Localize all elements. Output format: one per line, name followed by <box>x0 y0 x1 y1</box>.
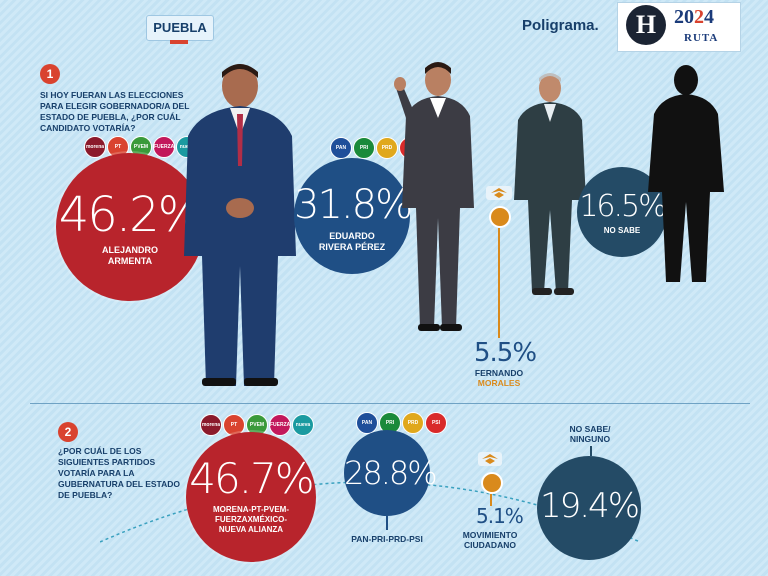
armenta-name-line-2: ARMENTA <box>107 256 153 266</box>
no-sabe-ninguno-percent: 19.4% <box>539 486 640 526</box>
logo-subtitle: RUTA <box>684 32 719 44</box>
mc-eagle-icon-2 <box>482 454 498 464</box>
mc-pin-head <box>481 472 503 494</box>
logo-year-part-1: 20 <box>674 6 694 28</box>
armenta-party-logo-0: morena <box>84 136 106 158</box>
rivera-party-logo-0: PAN <box>330 137 352 159</box>
morales-name-line-1: FERNANDO <box>474 368 524 378</box>
mc-percent: 5.1% <box>476 504 524 528</box>
no-sabe-bubble: 16.5% NO SABE <box>577 167 667 257</box>
pan-party-logo-1: PRI <box>379 412 401 434</box>
mc-pin-line <box>490 494 492 506</box>
mc-label: MOVIMIENTO CIUDADANO <box>448 530 532 550</box>
mc-label-line-1: MOVIMIENTO <box>462 530 518 540</box>
rivera-party-logo-2: PRD <box>376 137 398 159</box>
no-sabe-ninguno-line-2: NINGUNO <box>569 434 611 444</box>
pan-party-logo-2: PRD <box>402 412 424 434</box>
morena-party-logo-0: morena <box>200 414 222 436</box>
morales-percent: 5.5% <box>474 338 537 368</box>
no-sabe-ninguno-bubble: 19.4% <box>537 456 641 560</box>
pan-coalition-label: PAN-PRI-PRD-PSI <box>351 534 423 544</box>
heraldo-logo-icon: H <box>626 5 666 45</box>
pan-coalition-bubble: 28.8% <box>344 430 438 516</box>
morena-party-logo-3: FUERZA MÉXICO <box>269 414 291 436</box>
armenta-name-line-1: ALEJANDRO <box>101 245 158 255</box>
rivera-photo <box>394 62 474 331</box>
rivera-percent: 31.8% <box>294 182 413 228</box>
question-2-text: ¿POR CUÁL DE LOS SIGUIENTES PARTIDOS VOT… <box>58 446 180 500</box>
pan-coalition-percent: 28.8% <box>344 454 438 492</box>
logo-year-part-2: 2 <box>694 6 704 28</box>
question-1-text: SI HOY FUERAN LAS ELECCIONES PARA ELEGIR… <box>40 90 190 133</box>
rivera-name: EDUARDO RIVERA PÉREZ <box>294 231 410 253</box>
section-divider <box>30 403 750 404</box>
no-sabe-ninguno-line-1: NO SABE/ <box>569 424 611 434</box>
armenta-bubble: 46.2% ALEJANDRO ARMENTA <box>56 153 204 301</box>
morena-coalition-line-2: FUERZAXMÉXICO- <box>215 515 287 524</box>
no-sabe-ninguno-pin <box>590 446 592 456</box>
mc-eagle-icon <box>491 188 507 198</box>
rivera-bubble: 31.8% EDUARDO RIVERA PÉREZ <box>294 158 413 274</box>
pan-party-logo-3: PSI <box>425 412 447 434</box>
question-1-badge: 1 <box>40 64 60 84</box>
pan-coalition-pin <box>386 516 388 530</box>
morena-coalition-bubble: 46.7% MORENA-PT-PVEM- FUERZAXMÉXICO- NUE… <box>186 432 316 562</box>
pan-party-logos: PAN PRI PRD PSI <box>356 412 447 434</box>
question-2-badge: 2 <box>58 422 78 442</box>
no-sabe-ninguno-label: NO SABE/ NINGUNO <box>552 424 628 444</box>
logo-year: 2024 <box>674 6 714 29</box>
no-sabe-label: NO SABE <box>603 226 641 235</box>
rivera-name-line-1: EDUARDO <box>329 231 375 241</box>
morena-coalition-percent: 46.7% <box>189 454 314 503</box>
unknown-silhouette <box>648 65 724 282</box>
armenta-name: ALEJANDRO ARMENTA <box>56 245 204 267</box>
morales-pin-line <box>498 228 500 338</box>
region-tag: PUEBLA <box>146 15 214 41</box>
morales-name-line-2: MORALES <box>477 378 521 388</box>
region-tag-underline <box>170 40 188 44</box>
morena-coalition-name: MORENA-PT-PVEM- FUERZAXMÉXICO- NUEVA ALI… <box>186 505 316 535</box>
brand-name: Poligrama. <box>522 17 599 34</box>
rivera-name-line-2: RIVERA PÉREZ <box>318 242 386 252</box>
rivera-party-logo-1: PRI <box>353 137 375 159</box>
armenta-photo <box>184 64 296 386</box>
morales-name: FERNANDO MORALES <box>466 368 532 388</box>
morales-photo <box>514 73 586 295</box>
no-sabe-percent: 16.5% <box>579 189 666 224</box>
morena-coalition-line-1: MORENA-PT-PVEM- <box>213 505 289 514</box>
mc-label-line-2: CIUDADANO <box>464 540 516 550</box>
armenta-party-logo-3: FUERZA MÉXICO <box>153 136 175 158</box>
logo-year-part-3: 4 <box>704 6 714 28</box>
morena-party-logo-4: nueva alianza <box>292 414 314 436</box>
morena-coalition-line-3: NUEVA ALIANZA <box>218 525 284 534</box>
morales-pin-head <box>489 206 511 228</box>
armenta-percent: 46.2% <box>58 187 203 243</box>
